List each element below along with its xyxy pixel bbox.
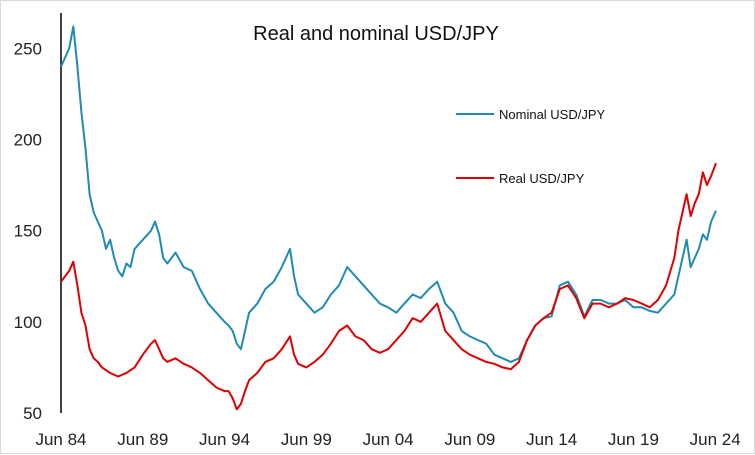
x-tick-label: Jun 94 <box>199 430 250 449</box>
series-line-nominal <box>60 25 717 363</box>
legend: Nominal USD/JPY Real USD/JPY <box>456 107 606 186</box>
y-tick-label: 150 <box>14 222 42 241</box>
x-tick-label: Jun 09 <box>444 430 495 449</box>
y-tick-label: 50 <box>23 404 42 423</box>
chart-title: Real and nominal USD/JPY <box>253 23 499 45</box>
legend-label-nominal: Nominal USD/JPY <box>499 107 606 122</box>
x-tick-label: Jun 14 <box>526 430 577 449</box>
series-lines <box>60 25 717 411</box>
x-tick-label: Jun 89 <box>117 430 168 449</box>
y-tick-label: 200 <box>14 131 42 150</box>
x-tick-label: Jun 19 <box>608 430 659 449</box>
x-tick-label: Jun 04 <box>363 430 414 449</box>
y-tick-label: 100 <box>14 313 42 332</box>
legend-label-real: Real USD/JPY <box>499 171 585 186</box>
x-tick-label: Jun 99 <box>281 430 332 449</box>
y-tick-label: 250 <box>14 39 42 58</box>
y-tick-labels: 50 100 150 200 250 <box>14 39 42 423</box>
x-tick-labels: Jun 84 Jun 89 Jun 94 Jun 99 Jun 04 Jun 09 Jun … <box>35 430 740 449</box>
x-tick-label: Jun 84 <box>35 430 86 449</box>
series-line-real <box>60 162 717 411</box>
x-tick-label: Jun 24 <box>690 430 741 449</box>
